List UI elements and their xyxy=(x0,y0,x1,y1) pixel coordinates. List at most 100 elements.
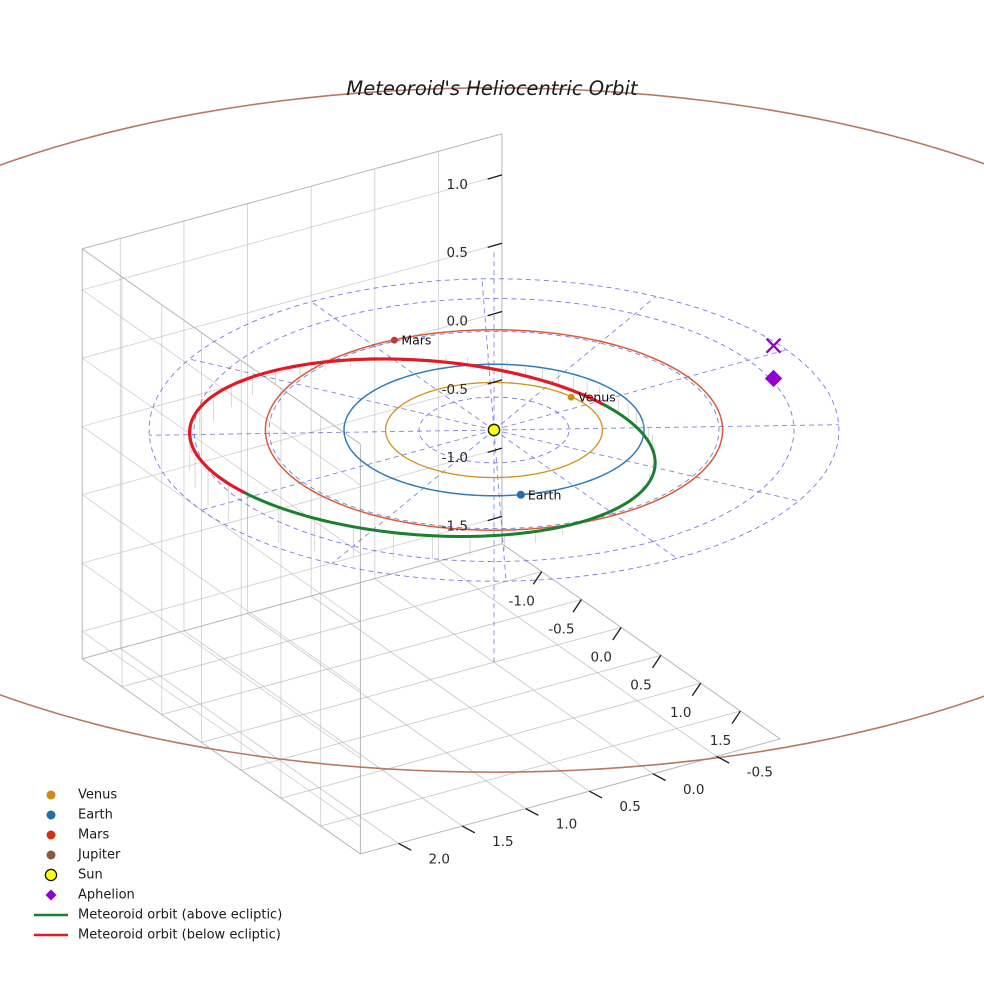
grid-line xyxy=(82,133,503,250)
axis-ticks: 1.0 0.5 0.0 -0.5 -1.0 -1.5 -1.0 -0.5 0.0 0.5 1.0 1.… xyxy=(398,174,773,867)
x-tick-label: 1.5 xyxy=(710,733,731,749)
grid-line xyxy=(82,311,503,427)
tick-mark xyxy=(589,790,603,799)
meteoroid-arc xyxy=(241,401,657,538)
grid-line xyxy=(120,647,399,844)
grid-line xyxy=(374,578,654,775)
grid-line xyxy=(82,174,503,291)
grid-line xyxy=(82,447,503,564)
x-tick-label: -0.5 xyxy=(548,622,574,638)
polar-grid-ring xyxy=(193,298,795,562)
marker-earth xyxy=(516,490,525,499)
legend-label: Meteoroid orbit (below ecliptic) xyxy=(78,928,281,943)
y-tick-label: 0.5 xyxy=(619,799,640,815)
tick-mark xyxy=(652,654,662,669)
axes-panes xyxy=(81,151,741,844)
grid-line xyxy=(310,595,590,792)
marker-mars xyxy=(390,336,398,344)
legend-label: Meteoroid orbit (above ecliptic) xyxy=(78,908,282,923)
tick-mark xyxy=(691,682,702,697)
legend: Venus Earth Mars Jupiter Sun Aphelion Meteoroi… xyxy=(34,788,282,943)
z-tick-label: 1.0 xyxy=(446,177,467,193)
y-tick-label: -0.5 xyxy=(747,764,773,780)
x-tick-label: 0.5 xyxy=(630,677,651,693)
tick-mark xyxy=(487,515,503,522)
legend-label: Aphelion xyxy=(78,888,135,903)
planet-orbits xyxy=(264,329,724,531)
x-tick-label: -1.0 xyxy=(509,594,535,610)
legend-label: Mars xyxy=(78,828,110,843)
tick-mark xyxy=(532,571,543,585)
tick-mark xyxy=(487,310,503,317)
legend-marker-swatch xyxy=(46,810,56,820)
legend-marker-swatch xyxy=(46,830,56,840)
orbit-path-mars xyxy=(264,329,724,531)
jupiter-orbit xyxy=(0,87,984,773)
orbit-path-earth xyxy=(343,363,645,497)
grid-line xyxy=(501,543,781,740)
grid-line xyxy=(280,682,701,799)
tick-mark xyxy=(487,379,503,385)
legend-label: Sun xyxy=(78,868,103,883)
tick-mark xyxy=(461,825,476,834)
tick-mark xyxy=(652,773,666,782)
legend-diamond-swatch xyxy=(45,889,57,901)
orbit-path-jupiter xyxy=(0,87,984,773)
grid-line xyxy=(81,494,361,691)
label-earth: Earth xyxy=(528,487,562,502)
tick-mark xyxy=(398,842,412,851)
grid-line xyxy=(320,710,741,827)
y-tick-label: 0.0 xyxy=(683,782,704,798)
legend-marker-swatch xyxy=(46,850,56,860)
tick-mark xyxy=(487,447,503,453)
polar-grid-spoke xyxy=(493,429,507,582)
polar-grid-spoke xyxy=(493,429,678,559)
orbit-path-venus xyxy=(384,381,604,479)
tick-mark xyxy=(612,627,622,641)
marker-aphelion xyxy=(764,369,783,388)
tick-mark xyxy=(487,174,503,180)
grid-line xyxy=(201,626,622,743)
y-tick-label: 1.5 xyxy=(492,834,513,850)
y-tick-label: 1.0 xyxy=(556,817,577,833)
polar-grid-spoke xyxy=(493,429,799,502)
grid-line xyxy=(81,289,361,486)
y-tick-label: 2.0 xyxy=(429,851,450,867)
tick-mark xyxy=(731,710,741,725)
tick-mark xyxy=(572,599,583,613)
polar-grid-spoke xyxy=(493,349,787,431)
grid-line xyxy=(81,426,361,623)
grid-line xyxy=(82,379,503,496)
grid-line xyxy=(241,654,662,771)
polar-grid-spoke xyxy=(149,429,495,436)
meteoroid-arc xyxy=(187,357,604,494)
grid-line xyxy=(81,562,361,759)
body-markers: Venus Earth Mars xyxy=(390,333,783,502)
grid-line xyxy=(247,613,527,809)
grid-line xyxy=(183,630,463,827)
grid-line xyxy=(81,357,361,554)
label-mars: Mars xyxy=(401,333,431,348)
z-tick-label: -1.0 xyxy=(442,450,468,466)
tick-mark xyxy=(716,755,730,764)
axes-box xyxy=(81,133,781,855)
label-venus: Venus xyxy=(578,390,616,405)
legend-label: Venus xyxy=(78,788,117,803)
polar-grid-spoke xyxy=(331,429,495,564)
grid-line xyxy=(161,599,582,715)
z-tick-label: -0.5 xyxy=(442,382,468,398)
grid-line xyxy=(82,242,503,359)
legend-label: Jupiter xyxy=(77,848,121,863)
grid-line xyxy=(81,658,361,855)
z-tick-label: -1.5 xyxy=(442,518,468,534)
legend-label: Earth xyxy=(78,808,113,823)
polar-grid-spoke xyxy=(481,278,495,431)
grid-line xyxy=(81,248,361,445)
polar-grid-spoke xyxy=(310,301,495,431)
marker-venus xyxy=(567,393,575,401)
grid-line xyxy=(121,571,542,688)
marker-aphelion-projection xyxy=(765,337,782,354)
